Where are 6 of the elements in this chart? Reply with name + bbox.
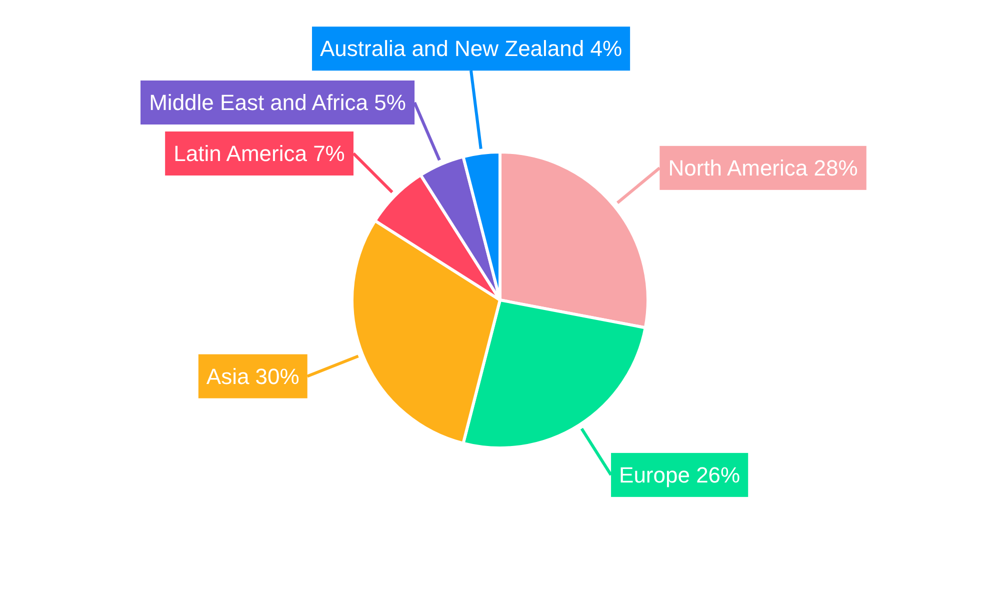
slice-label: North America 28% xyxy=(668,155,858,180)
slice-label: Europe 26% xyxy=(619,462,740,488)
slice-label: Middle East and Africa 5% xyxy=(149,90,406,115)
slice-label: Latin America 7% xyxy=(174,140,345,166)
slice-label: Asia 30% xyxy=(206,364,300,389)
slice-label: Australia and New Zealand 4% xyxy=(320,36,622,62)
